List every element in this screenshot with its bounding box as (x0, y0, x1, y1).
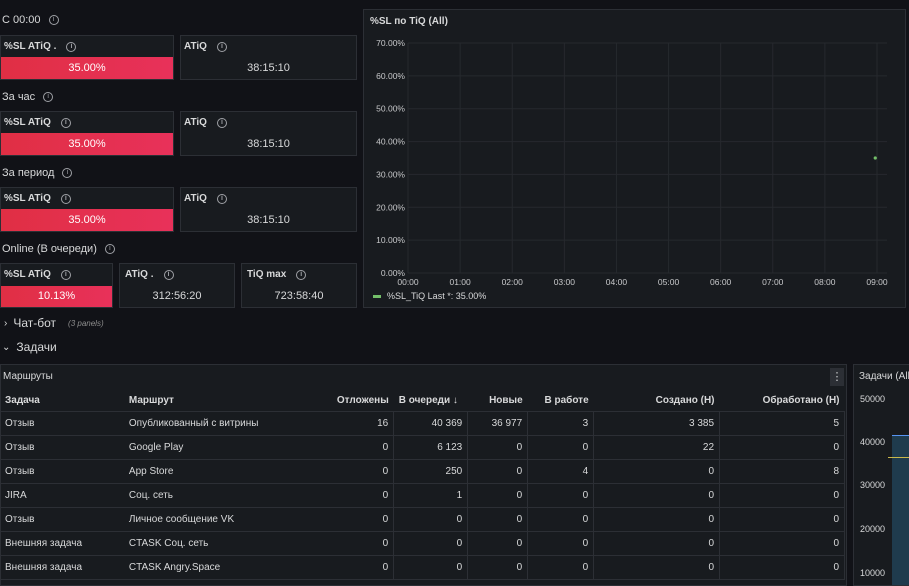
stat-online-atiq[interactable]: ATiQ .i 312:56:20 (119, 263, 235, 308)
table-row[interactable]: Отзыв Опубликованный с витрины 16 40 369 3… (0, 411, 845, 436)
routes-table: Задача Маршрут Отложены В очереди ↓ Новы… (0, 389, 845, 580)
info-icon[interactable]: i (104, 244, 115, 254)
y-tick-label: 70.00% (376, 38, 405, 48)
stat-period-atiq[interactable]: ATiQ i 38:15:10 (180, 187, 357, 232)
info-icon[interactable]: i (216, 117, 227, 128)
y-tick-label: 30.00% (376, 169, 405, 179)
info-icon[interactable]: i (66, 41, 77, 52)
info-icon[interactable]: i (216, 41, 227, 52)
stat-period-sl[interactable]: %SL ATiQ i 35.00% (0, 187, 174, 232)
chart-legend[interactable]: %SL_TiQ Last *: 35.00% (373, 291, 486, 301)
section-period-title: За период i (2, 167, 73, 179)
stat-value: 38:15:10 (247, 62, 290, 74)
section-online-title: Online (В очереди) i (2, 243, 115, 255)
row-chatbot[interactable]: › Чат-бот (3 panels) (4, 316, 104, 330)
stat-value: 38:15:10 (247, 138, 290, 150)
chart-panel-title: %SL по TiQ (All) (370, 16, 448, 27)
stat-online-tiq[interactable]: TiQ max i 723:58:40 (241, 263, 357, 308)
y-tick: 40000 (860, 437, 886, 447)
stat-value: 35.00% (1, 133, 173, 155)
y-tick: 20000 (860, 524, 886, 534)
y-tick-label: 20.00% (376, 202, 405, 212)
x-tick-label: 03:00 (554, 277, 576, 287)
section-hour-title: За час i (2, 91, 54, 103)
y-tick-label: 0.00% (381, 268, 406, 278)
chart-plot: 0.00% 10.00% 20.00% 30.00% 40.00% 50.00% 60.00… (376, 38, 888, 287)
y-tick: 10000 (860, 568, 886, 578)
data-point (873, 156, 877, 160)
x-tick-label: 09:00 (866, 277, 888, 287)
col-header-new[interactable]: Новые (467, 389, 528, 412)
y-tick-label: 60.00% (376, 71, 405, 81)
stat-value: 35.00% (1, 57, 173, 79)
panel-menu-icon[interactable]: ⋮ (830, 368, 844, 386)
col-header-in-work[interactable]: В работе (527, 389, 594, 412)
info-icon[interactable]: i (296, 269, 307, 280)
col-header-created[interactable]: Создано (Н) (593, 389, 720, 412)
sl-tiq-chart-panel[interactable]: %SL по TiQ (All) 0.00% 10.00% 20.00% 30.00%… (363, 9, 906, 308)
info-icon[interactable]: i (62, 168, 73, 178)
stat-value: 312:56:20 (152, 290, 202, 302)
stat-s00-sl[interactable]: %SL ATiQ .i 35.00% (0, 35, 174, 80)
stat-value: 38:15:10 (247, 214, 290, 226)
y-tick: 50000 (860, 394, 886, 404)
info-icon[interactable]: i (163, 269, 174, 280)
chevron-right-icon: › (4, 317, 8, 329)
col-header-queue[interactable]: В очереди ↓ (393, 389, 468, 412)
table-header-row: Задача Маршрут Отложены В очереди ↓ Новы… (0, 389, 845, 412)
y-tick: 30000 (860, 480, 886, 490)
tasks-area-fill (892, 435, 909, 585)
row-zadachi[interactable]: ⌄ Задачи (2, 340, 57, 354)
y-tick-label: 50.00% (376, 104, 405, 114)
info-icon[interactable]: i (216, 193, 227, 204)
legend-swatch (373, 294, 381, 298)
section-s00-title: С 00:00 i (2, 14, 59, 26)
stat-value: 35.00% (1, 209, 173, 231)
y-tick-label: 10.00% (376, 235, 405, 245)
col-header-route[interactable]: Маршрут (123, 389, 330, 412)
x-tick-label: 01:00 (449, 277, 471, 287)
tasks-all-panel[interactable]: Задачи (All) 50000 40000 30000 20000 100… (853, 364, 909, 586)
stat-hour-atiq[interactable]: ATiQ i 38:15:10 (180, 111, 357, 156)
stat-hour-sl[interactable]: %SL ATiQ i 35.00% (0, 111, 174, 156)
info-icon[interactable]: i (48, 15, 59, 25)
x-tick-label: 04:00 (606, 277, 628, 287)
x-tick-label: 02:00 (502, 277, 524, 287)
col-header-processed[interactable]: Обработано (Н) (719, 389, 845, 412)
tasks-threshold-line (888, 457, 909, 458)
info-icon[interactable]: i (60, 193, 71, 204)
info-icon[interactable]: i (43, 92, 54, 102)
stat-online-sl[interactable]: %SL ATiQ i 10.13% (0, 263, 113, 308)
table-panel-title: Маршруты (3, 371, 53, 382)
x-tick-label: 07:00 (762, 277, 784, 287)
info-icon[interactable]: i (60, 269, 71, 280)
col-header-postponed[interactable]: Отложены (329, 389, 394, 412)
y-tick-label: 40.00% (376, 137, 405, 147)
x-tick-label: 08:00 (814, 277, 836, 287)
x-tick-label: 00:00 (397, 277, 419, 287)
stat-value: 723:58:40 (274, 290, 324, 302)
col-header-task[interactable]: Задача (0, 389, 124, 412)
tasks-panel-title: Задачи (All) (859, 371, 909, 382)
x-tick-label: 06:00 (710, 277, 732, 287)
stat-value: 10.13% (1, 286, 112, 307)
chevron-down-icon: ⌄ (2, 341, 11, 353)
info-icon[interactable]: i (60, 117, 71, 128)
stat-s00-atiq[interactable]: ATiQ i 38:15:10 (180, 35, 357, 80)
x-tick-label: 05:00 (658, 277, 680, 287)
tasks-series-line (892, 435, 909, 436)
